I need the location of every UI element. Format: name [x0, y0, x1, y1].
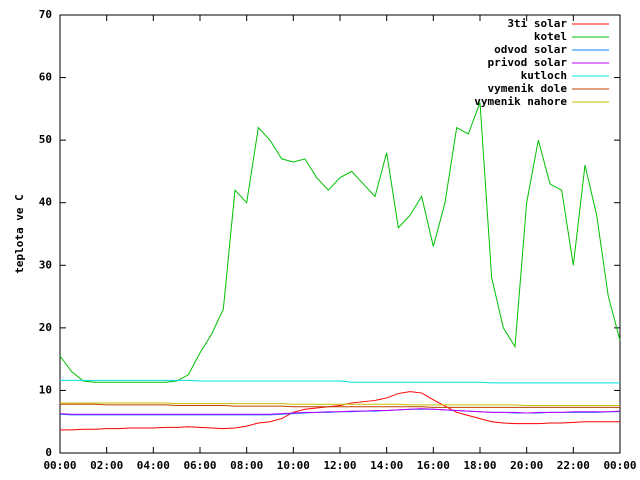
x-tick-label: 14:00	[370, 459, 403, 472]
y-tick-label: 60	[39, 71, 52, 84]
x-tick-label: 22:00	[557, 459, 590, 472]
series-line	[59, 408, 621, 415]
legend-label: kotel	[534, 30, 567, 43]
legend-label: odvod solar	[494, 43, 567, 56]
series-line	[60, 402, 620, 406]
y-tick-label: 40	[39, 196, 52, 209]
x-tick-label: 16:00	[417, 459, 450, 472]
x-tick-label: 06:00	[183, 459, 216, 472]
legend-label: privod solar	[488, 56, 568, 69]
series-line	[60, 391, 620, 431]
series-line	[59, 102, 621, 383]
x-tick-label: 10:00	[277, 459, 310, 472]
x-tick-label: 18:00	[463, 459, 496, 472]
x-tick-label: 00:00	[43, 459, 76, 472]
series-line	[60, 403, 620, 408]
y-tick-label: 30	[39, 258, 52, 271]
y-tick-label: 10	[39, 383, 52, 396]
x-tick-label: 02:00	[90, 459, 123, 472]
x-tick-label: 00:00	[603, 459, 636, 472]
series-line	[60, 379, 620, 384]
y-tick-label: 0	[45, 446, 52, 459]
legend-label: vymenik dole	[488, 82, 568, 95]
x-tick-label: 08:00	[230, 459, 263, 472]
legend-label: kutloch	[521, 69, 567, 82]
x-tick-label: 12:00	[323, 459, 356, 472]
legend-label: vymenik nahore	[474, 95, 567, 108]
y-tick-label: 20	[39, 321, 52, 334]
y-tick-label: 50	[39, 133, 52, 146]
x-tick-label: 04:00	[137, 459, 170, 472]
y-axis-label: teplota ve C	[13, 194, 26, 273]
y-tick-label: 70	[39, 8, 52, 21]
legend-label: 3ti solar	[507, 17, 567, 30]
x-tick-label: 20:00	[510, 459, 543, 472]
